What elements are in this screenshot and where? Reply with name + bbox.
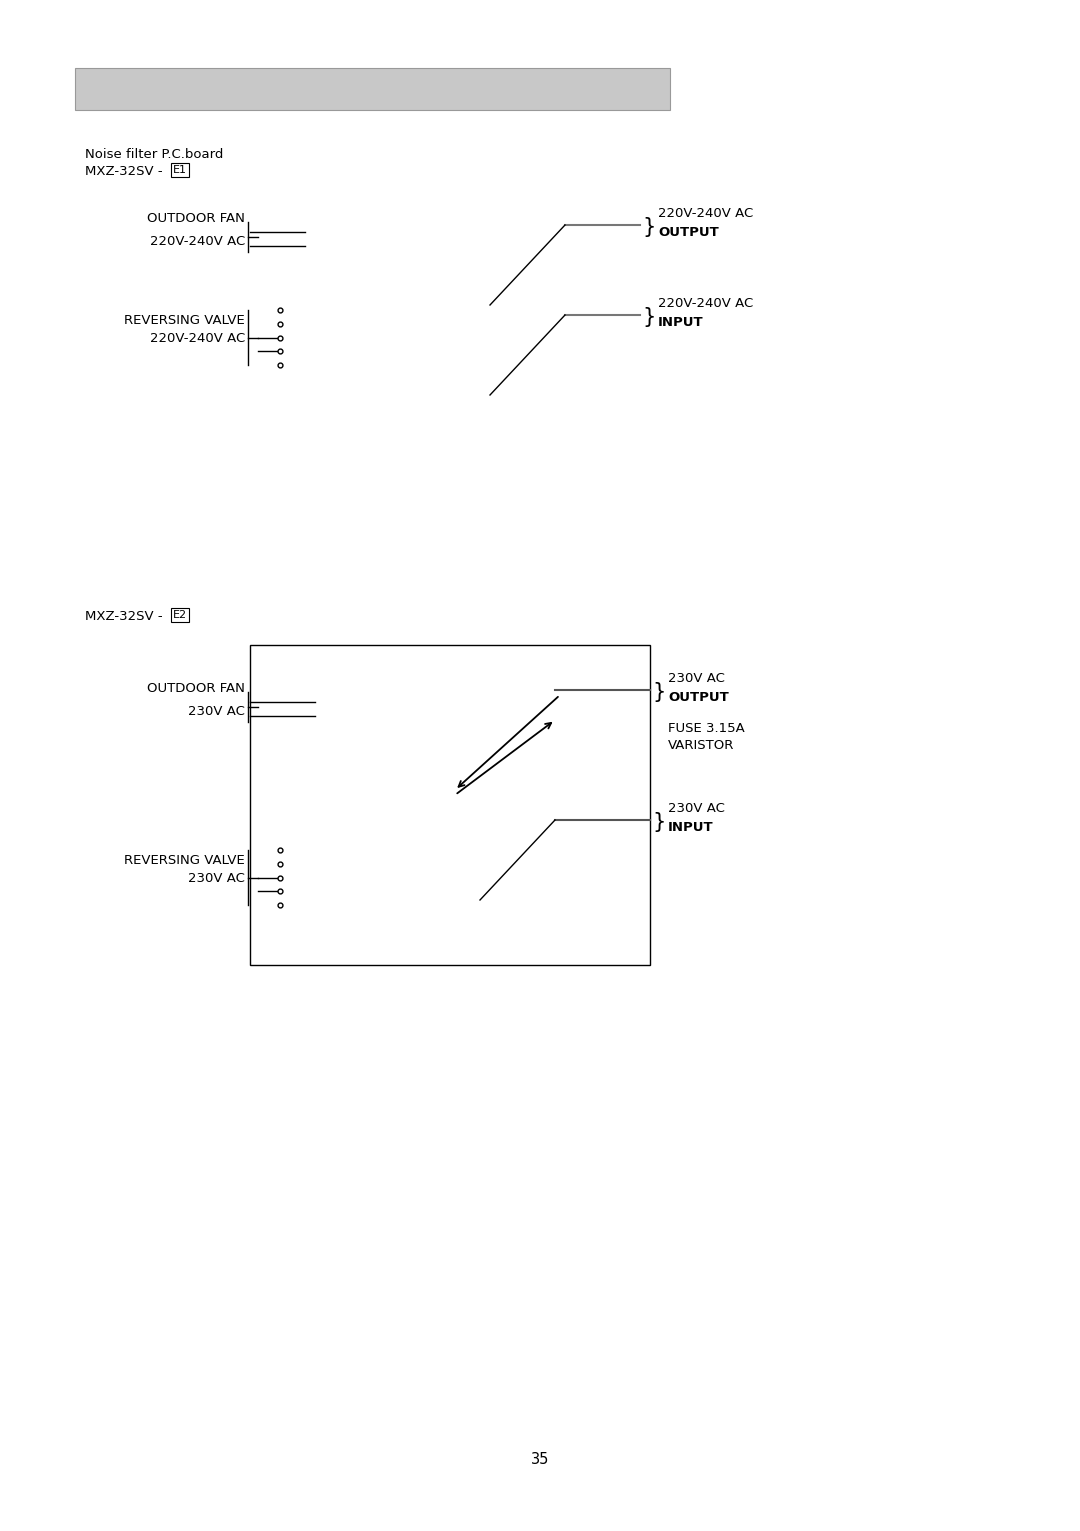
Text: OUTDOOR FAN: OUTDOOR FAN bbox=[147, 211, 245, 225]
Text: }: } bbox=[642, 308, 656, 328]
Text: REVERSING VALVE: REVERSING VALVE bbox=[124, 854, 245, 867]
Text: VARISTOR: VARISTOR bbox=[669, 739, 734, 752]
Text: REVERSING VALVE: REVERSING VALVE bbox=[124, 314, 245, 328]
Bar bbox=[249, 645, 650, 965]
Text: 220V-240V AC: 220V-240V AC bbox=[658, 207, 753, 220]
Text: 230V AC: 230V AC bbox=[188, 873, 245, 885]
Text: 230V AC: 230V AC bbox=[669, 672, 725, 684]
Text: OUTPUT: OUTPUT bbox=[669, 690, 729, 704]
Text: FUSE 3.15A: FUSE 3.15A bbox=[669, 723, 745, 735]
Text: INPUT: INPUT bbox=[658, 315, 704, 329]
Text: }: } bbox=[642, 217, 656, 237]
Text: 230V AC: 230V AC bbox=[188, 704, 245, 718]
Text: E1: E1 bbox=[173, 165, 187, 175]
Text: MXZ-32SV -: MXZ-32SV - bbox=[85, 165, 167, 178]
Text: OUTPUT: OUTPUT bbox=[658, 227, 719, 239]
Text: }: } bbox=[652, 681, 665, 703]
Text: 220V-240V AC: 220V-240V AC bbox=[150, 234, 245, 248]
Text: 220V-240V AC: 220V-240V AC bbox=[658, 297, 753, 309]
Text: 230V AC: 230V AC bbox=[669, 802, 725, 814]
Text: 220V-240V AC: 220V-240V AC bbox=[150, 332, 245, 344]
Text: INPUT: INPUT bbox=[669, 821, 714, 834]
Bar bbox=[75, 67, 670, 110]
Text: }: } bbox=[652, 811, 665, 831]
Text: E2: E2 bbox=[173, 609, 187, 620]
Text: Noise filter P.C.board: Noise filter P.C.board bbox=[85, 149, 224, 161]
Text: MXZ-32SV -: MXZ-32SV - bbox=[85, 609, 167, 623]
Text: 35: 35 bbox=[530, 1453, 550, 1468]
Text: OUTDOOR FAN: OUTDOOR FAN bbox=[147, 681, 245, 695]
